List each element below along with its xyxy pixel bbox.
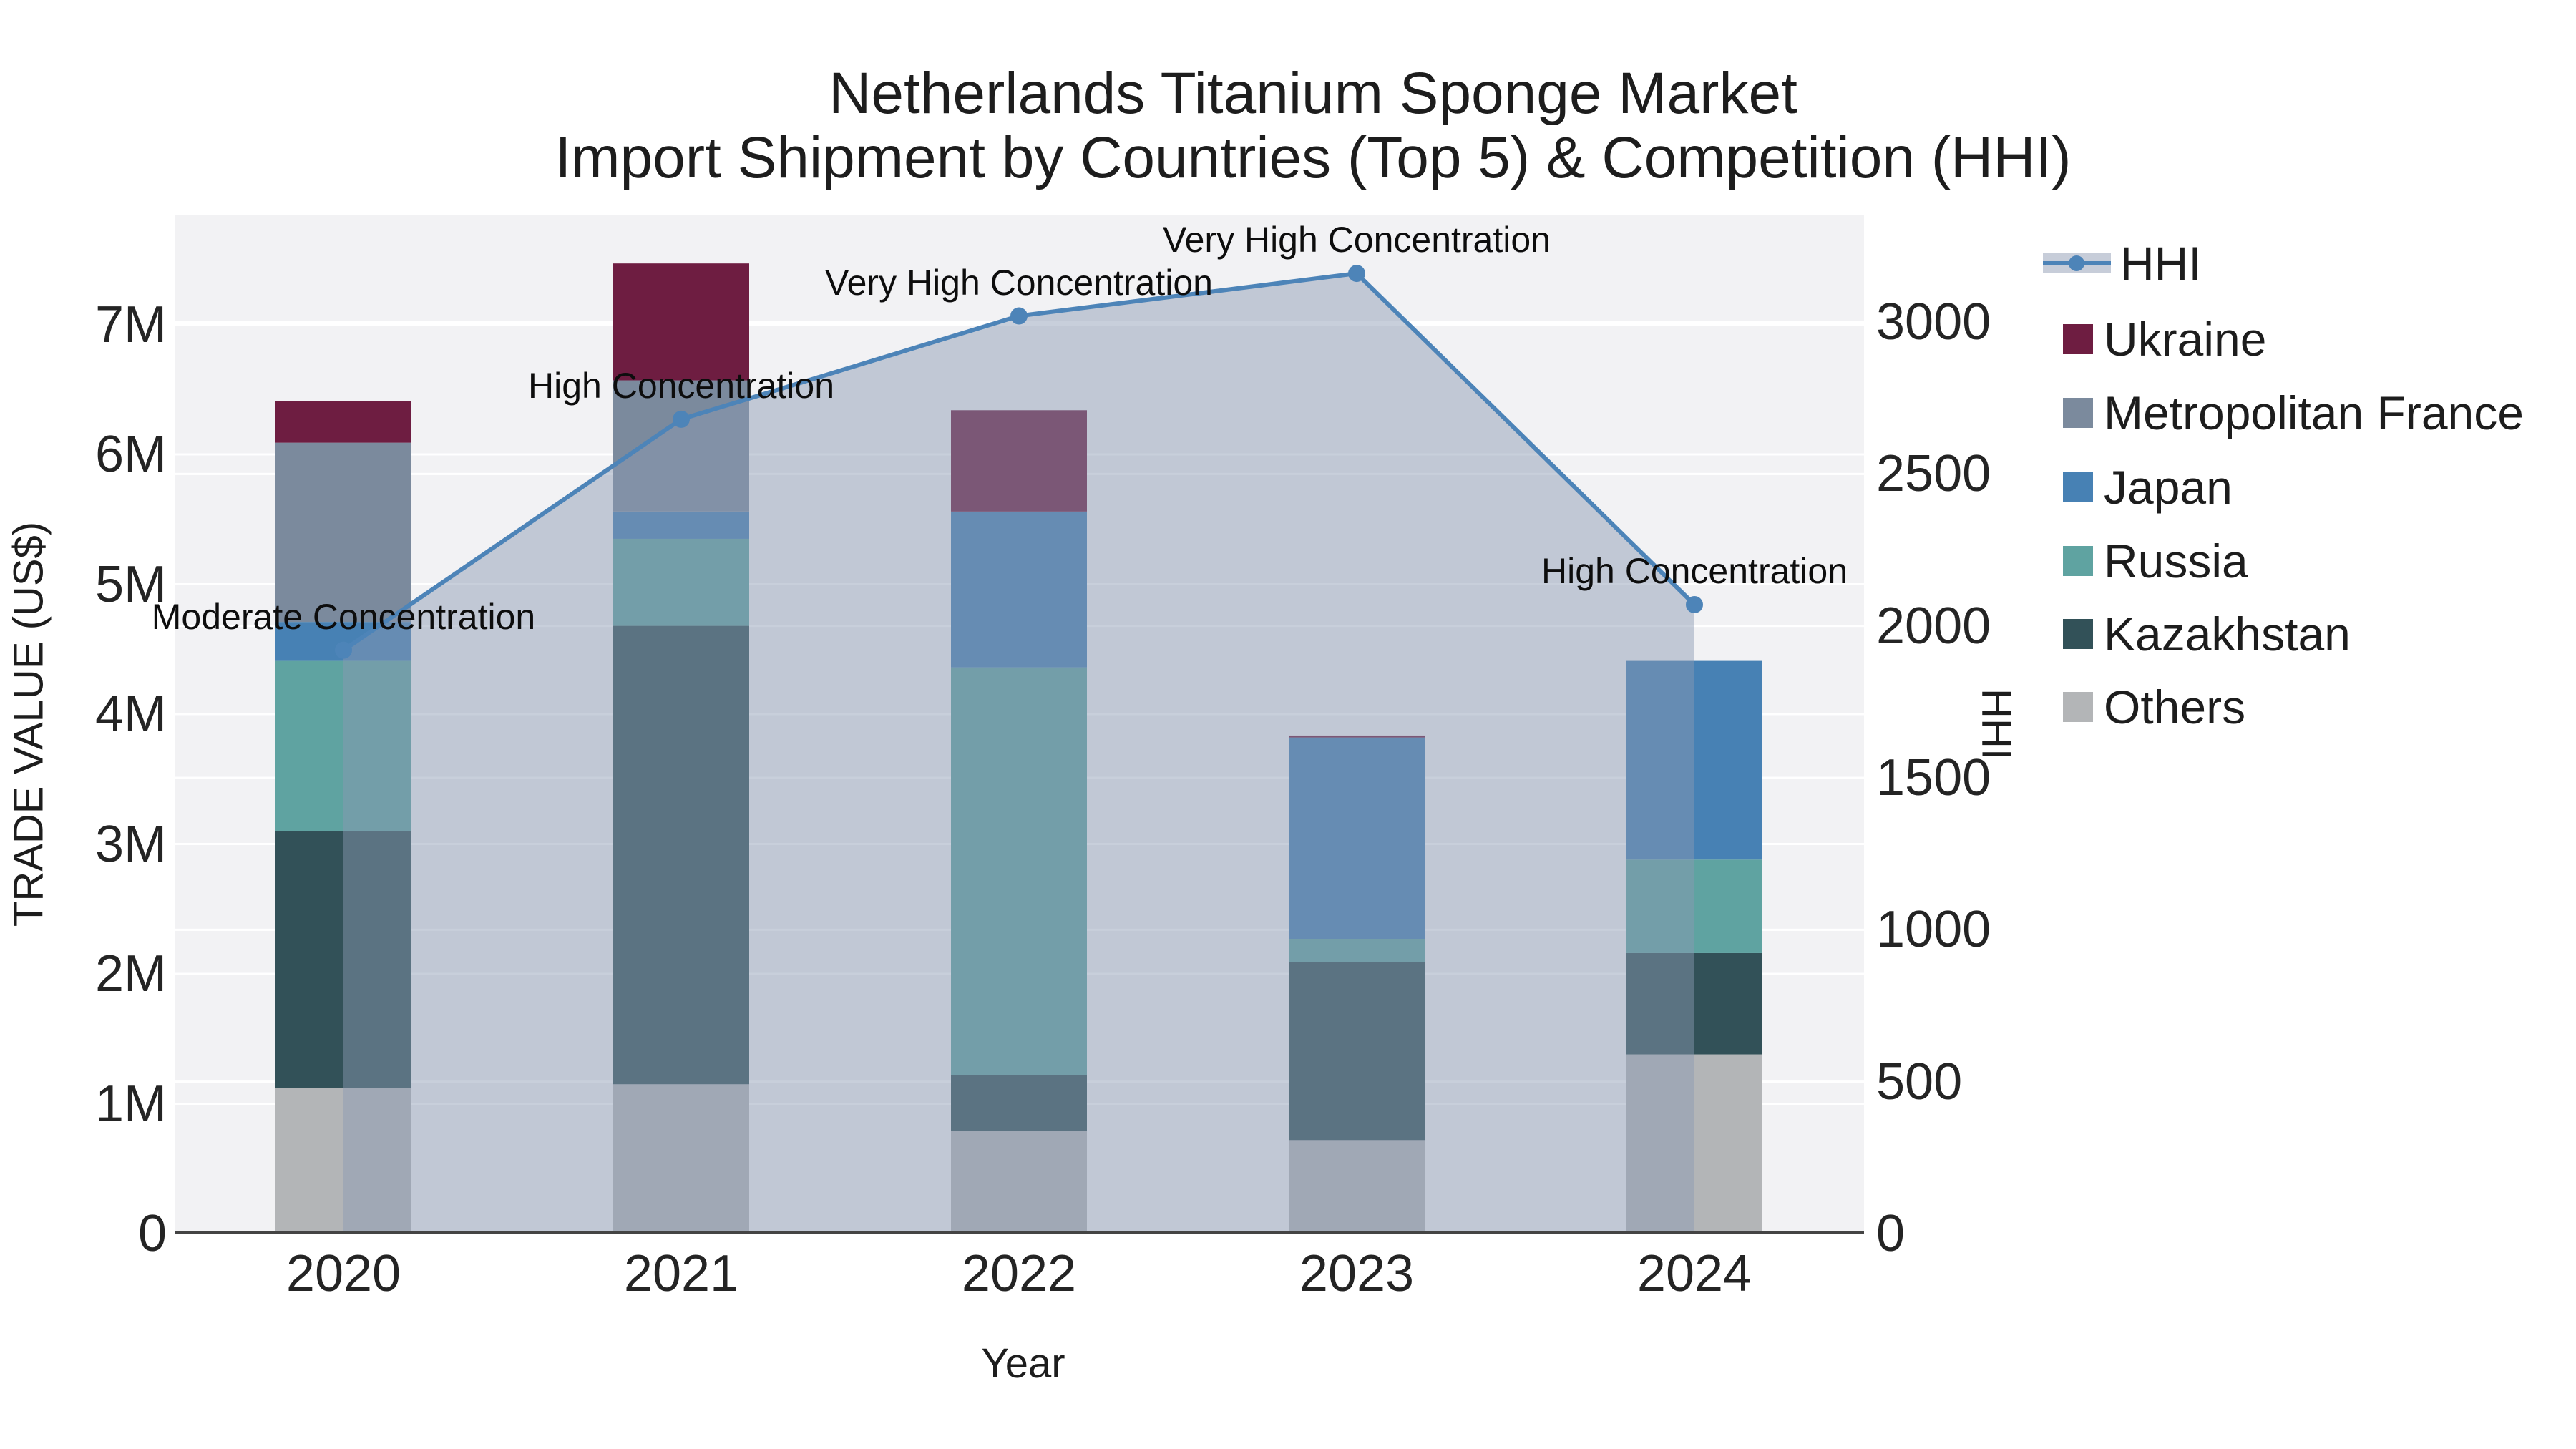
bar-segment-others-2021[interactable] xyxy=(613,1084,749,1234)
x-tick-label-2021: 2021 xyxy=(623,1245,739,1302)
x-tick-label-2023: 2023 xyxy=(1299,1245,1415,1302)
bar-segment-russia-2021[interactable] xyxy=(613,538,749,626)
hhi-marker-2020[interactable] xyxy=(335,641,352,659)
x-axis-title: Year xyxy=(981,1340,1065,1387)
annotation-2021: High Concentration xyxy=(527,365,835,406)
bar-segment-metropolitan-france-2021[interactable] xyxy=(613,380,749,512)
legend-item-others[interactable]: Others xyxy=(2043,678,2245,736)
hhi-marker-2021[interactable] xyxy=(673,410,690,428)
annotation-2020: Moderate Concentration xyxy=(151,596,536,637)
hhi-legend-marker-dot xyxy=(2069,255,2084,271)
right-axis-title: HHI xyxy=(1973,688,2020,760)
right-tick-label-500: 500 xyxy=(1876,1053,1963,1111)
right-tick-label-2500: 2500 xyxy=(1876,445,1991,503)
hhi-legend-sample-icon xyxy=(2043,253,2111,273)
bar-segment-ukraine-2022[interactable] xyxy=(951,410,1087,512)
left-tick-label-0: 0 xyxy=(137,1205,167,1262)
legend-label-japan: Japan xyxy=(2104,461,2233,514)
chart-title-line2: Import Shipment by Countries (Top 5) & C… xyxy=(555,125,2072,190)
chart-title-line1: Netherlands Titanium Sponge Market xyxy=(829,61,1797,126)
bar-segment-russia-2020[interactable] xyxy=(275,660,411,831)
x-tick-label-2024: 2024 xyxy=(1636,1245,1752,1302)
bar-segment-kazakhstan-2022[interactable] xyxy=(951,1075,1087,1131)
legend-label-kazakhstan: Kazakhstan xyxy=(2104,608,2351,660)
legend-item-ukraine[interactable]: Ukraine xyxy=(2043,311,2266,368)
legend-item-hhi[interactable]: HHI xyxy=(2043,235,2202,292)
bar-segment-japan-2021[interactable] xyxy=(613,511,749,539)
legend-item-kazakhstan[interactable]: Kazakhstan xyxy=(2043,605,2351,663)
bar-segment-japan-2024[interactable] xyxy=(1626,660,1762,860)
plot-canvas xyxy=(175,263,1864,1234)
legend-swatch-others-icon xyxy=(2063,692,2093,722)
legend-label-ukraine: Ukraine xyxy=(2104,313,2267,366)
left-tick-label-6M: 6M xyxy=(94,426,167,483)
bar-segment-others-2024[interactable] xyxy=(1626,1054,1762,1234)
bar-segment-ukraine-2021[interactable] xyxy=(613,263,749,381)
legend-item-russia[interactable]: Russia xyxy=(2043,532,2248,590)
bar-segment-ukraine-2020[interactable] xyxy=(275,401,411,443)
bar-segment-japan-2023[interactable] xyxy=(1289,737,1425,939)
bar-segment-kazakhstan-2021[interactable] xyxy=(613,625,749,1085)
x-tick-label-2022: 2022 xyxy=(961,1245,1077,1302)
left-tick-label-1M: 1M xyxy=(94,1075,167,1133)
bar-segment-kazakhstan-2024[interactable] xyxy=(1626,952,1762,1055)
bar-segment-others-2023[interactable] xyxy=(1289,1140,1425,1234)
legend-swatch-japan-icon xyxy=(2063,472,2093,502)
bar-segment-russia-2022[interactable] xyxy=(951,667,1087,1075)
bar-segment-russia-2023[interactable] xyxy=(1289,938,1425,962)
right-tick-label-0: 0 xyxy=(1876,1205,1906,1262)
right-tick-label-3000: 3000 xyxy=(1876,293,1991,351)
annotation-2022: Very High Concentration xyxy=(825,262,1213,303)
right-tick-label-2000: 2000 xyxy=(1876,597,1991,655)
hhi-marker-2024[interactable] xyxy=(1686,595,1703,613)
hhi-marker-2022[interactable] xyxy=(1010,307,1028,325)
legend-item-metropolitan-france[interactable]: Metropolitan France xyxy=(2043,384,2524,441)
bar-segment-ukraine-2023[interactable] xyxy=(1289,735,1425,738)
bar-segment-others-2020[interactable] xyxy=(275,1088,411,1234)
left-tick-label-2M: 2M xyxy=(94,945,167,1002)
left-axis-title: TRADE VALUE (US$) xyxy=(5,521,52,927)
legend-swatch-russia-icon xyxy=(2063,546,2093,576)
legend-swatch-ukraine-icon xyxy=(2063,324,2093,354)
bar-segment-others-2022[interactable] xyxy=(951,1131,1087,1234)
legend-label-russia: Russia xyxy=(2104,535,2248,587)
legend-swatch-metropolitan_france-icon xyxy=(2063,398,2093,428)
bar-segment-kazakhstan-2023[interactable] xyxy=(1289,962,1425,1141)
left-tick-label-7M: 7M xyxy=(94,296,167,353)
left-tick-label-5M: 5M xyxy=(94,555,167,613)
hhi-area-fill xyxy=(343,273,1694,1234)
right-tick-label-1000: 1000 xyxy=(1876,901,1991,959)
bar-segment-russia-2024[interactable] xyxy=(1626,859,1762,953)
left-tick-label-3M: 3M xyxy=(94,815,167,873)
legend-item-japan[interactable]: Japan xyxy=(2043,459,2233,516)
bar-segment-kazakhstan-2020[interactable] xyxy=(275,831,411,1088)
x-tick-label-2020: 2020 xyxy=(286,1245,401,1302)
legend-swatch-kazakhstan-icon xyxy=(2063,619,2093,649)
chart-title: Netherlands Titanium Sponge Market Impor… xyxy=(555,62,2071,190)
hhi-marker-2023[interactable] xyxy=(1348,265,1365,283)
right-tick-label-1500: 1500 xyxy=(1876,749,1991,806)
legend-label-others: Others xyxy=(2104,680,2246,733)
bar-segment-japan-2022[interactable] xyxy=(951,511,1087,668)
legend-label-metropolitan-france: Metropolitan France xyxy=(2104,386,2524,439)
annotation-2024: High Concentration xyxy=(1541,550,1848,591)
bar-segment-metropolitan-france-2020[interactable] xyxy=(275,442,411,623)
annotation-2023: Very High Concentration xyxy=(1163,220,1551,260)
left-tick-label-4M: 4M xyxy=(94,686,167,743)
legend-label-hhi: HHI xyxy=(2120,237,2202,290)
